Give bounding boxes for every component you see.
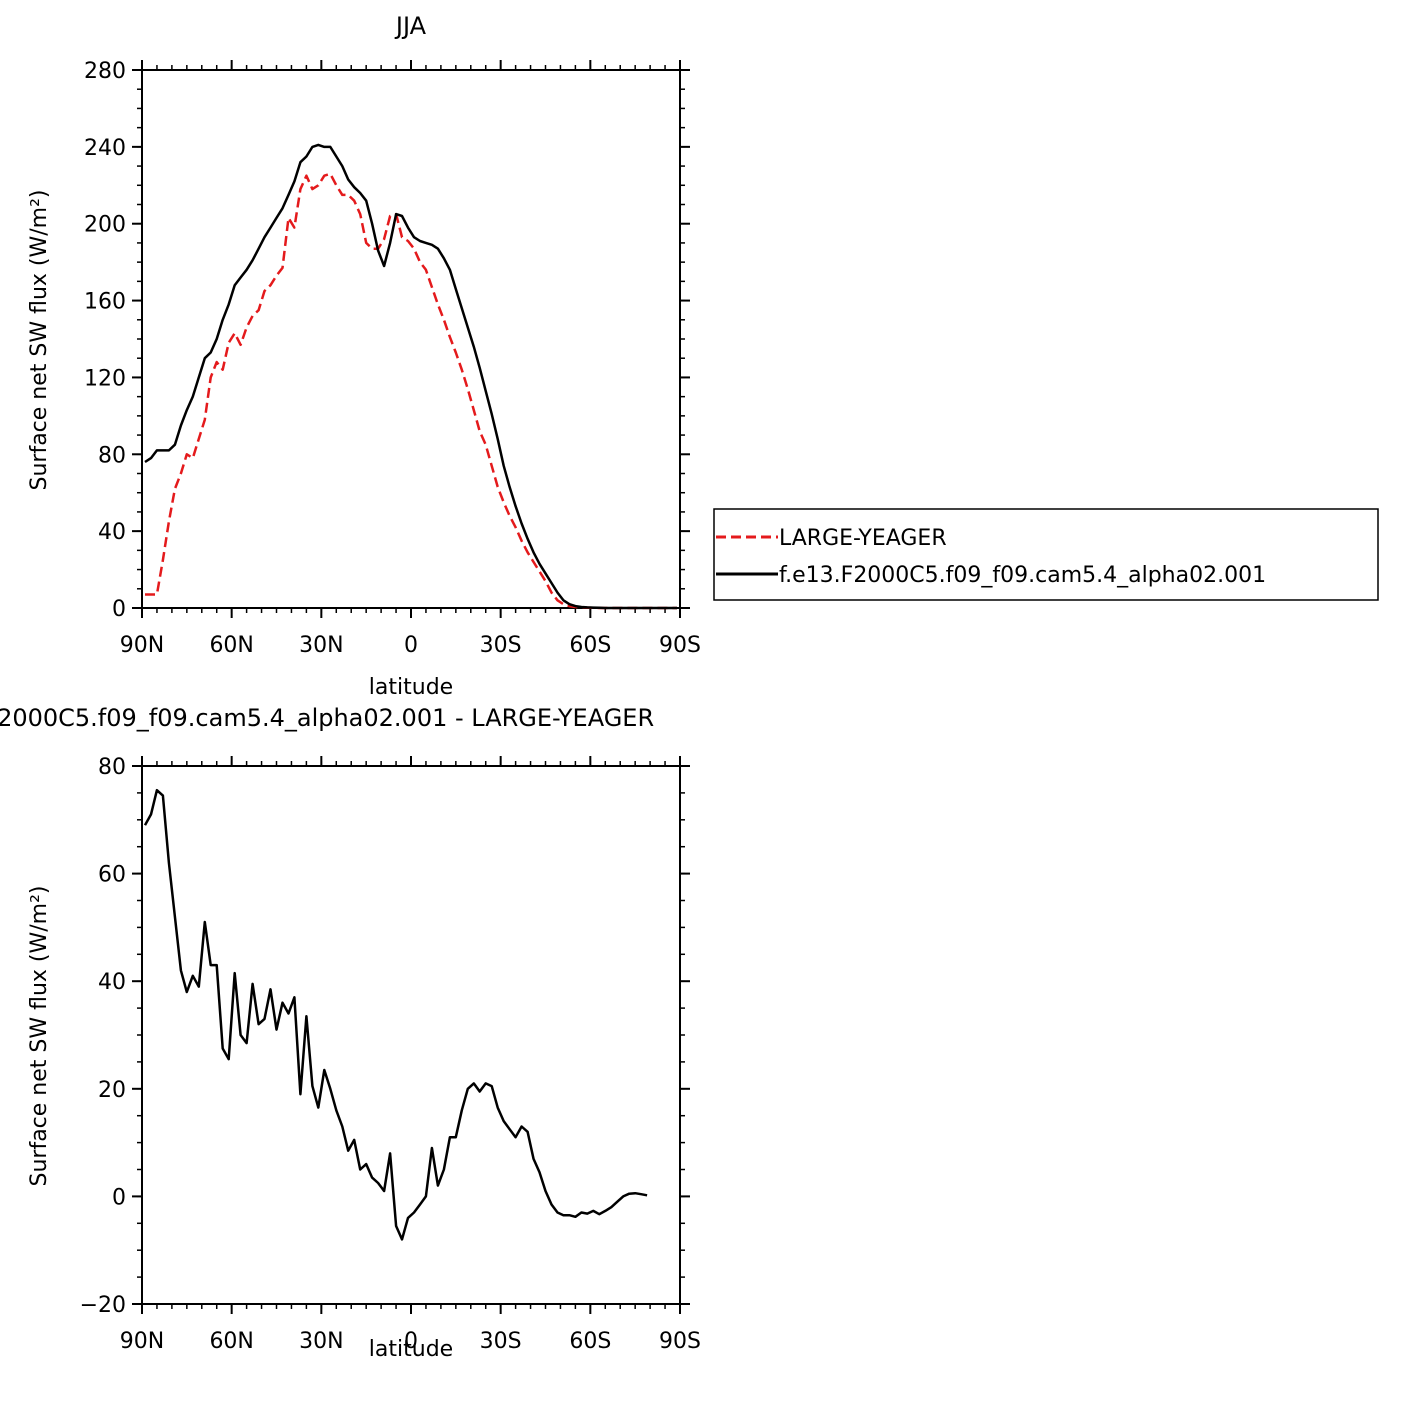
bottom-x-tick-label: 60S bbox=[569, 1329, 611, 1354]
bottom-x-tick-label: 30S bbox=[480, 1329, 522, 1354]
legend-label-cam5: f.e13.F2000C5.f09_f09.cam5.4_alpha02.001 bbox=[779, 563, 1266, 588]
legend-box bbox=[713, 508, 1379, 601]
bottom-x-tick-label: 60N bbox=[209, 1329, 253, 1354]
top-y-tick-label: 40 bbox=[98, 520, 126, 545]
bottom-axes: 90N 60N 30N 0 30S 60S 90S −20 0 20 40 60 80 bbox=[80, 755, 701, 1354]
bottom-y-axis-label: Surface net SW flux (W/m²) bbox=[27, 885, 52, 1186]
bottom-x-tick-label: 0 bbox=[404, 1329, 418, 1354]
top-x-tick-label: 0 bbox=[404, 633, 418, 658]
bottom-x-tick-label: 90N bbox=[120, 1329, 164, 1354]
top-y-tick-label: 280 bbox=[84, 59, 126, 84]
bottom-y-tick-label: 20 bbox=[98, 1078, 126, 1103]
bottom-panel: f.e13.F2000C5.f09_f09.cam5.4_alpha02.001… bbox=[0, 704, 701, 1362]
top-x-axis-label: latitude bbox=[369, 675, 453, 700]
top-axes: 90N 60N 30N 0 30S 60S 90S 0 40 80 120 160 200 240 280 bbox=[84, 59, 701, 658]
legend-label-large-yeager: LARGE-YEAGER bbox=[779, 526, 947, 551]
top-y-tick-label: 120 bbox=[84, 366, 126, 391]
top-x-tick-label: 60N bbox=[209, 633, 253, 658]
top-plot-frame bbox=[141, 69, 681, 609]
top-y-axis-label: Surface net SW flux (W/m²) bbox=[27, 189, 52, 490]
bottom-y-tick-label: 80 bbox=[98, 755, 126, 780]
top-y-tick-label: 80 bbox=[98, 443, 126, 468]
bottom-series-line-0 bbox=[143, 788, 648, 1241]
top-x-tick-label: 90N bbox=[120, 633, 164, 658]
top-y-tick-label: 240 bbox=[84, 136, 126, 161]
top-x-tick-label: 90S bbox=[659, 633, 701, 658]
top-chart-title: JJA bbox=[394, 12, 427, 40]
bottom-x-tick-label: 90S bbox=[659, 1329, 701, 1354]
top-x-tick-label: 30N bbox=[299, 633, 343, 658]
top-y-tick-label: 160 bbox=[84, 290, 126, 315]
top-panel: JJA 90N 60N 30N 0 30S 60S 90S 0 40 80 120 160 200 240… bbox=[27, 12, 1379, 700]
bottom-y-tick-label: 0 bbox=[112, 1185, 126, 1210]
top-series-line-0 bbox=[145, 172, 677, 610]
bottom-y-tick-label: 40 bbox=[98, 970, 126, 995]
top-y-tick-label: 0 bbox=[112, 597, 126, 622]
bottom-x-tick-label: 30N bbox=[299, 1329, 343, 1354]
top-x-tick-label: 60S bbox=[569, 633, 611, 658]
top-y-tick-label: 200 bbox=[84, 213, 126, 238]
top-x-tick-label: 30S bbox=[480, 633, 522, 658]
bottom-x-axis-label: latitude bbox=[369, 1337, 453, 1362]
legend: LARGE-YEAGER f.e13.F2000C5.f09_f09.cam5.… bbox=[713, 508, 1379, 601]
bottom-y-tick-label: −20 bbox=[80, 1293, 126, 1318]
bottom-chart-title: f.e13.F2000C5.f09_f09.cam5.4_alpha02.001… bbox=[0, 704, 654, 732]
bottom-y-tick-label: 60 bbox=[98, 863, 126, 888]
top-series-line-1 bbox=[144, 143, 677, 610]
